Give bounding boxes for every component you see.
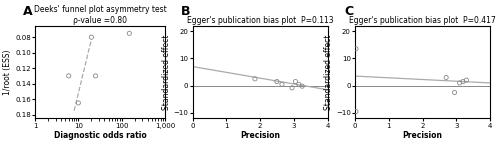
Point [126, 32, 134, 35]
Point [456, 82, 464, 84]
Point [74, 102, 82, 104]
X-axis label: Precision: Precision [402, 131, 442, 140]
Title: Deeks' funnel plot asymmetry test
ρ-value =0.80: Deeks' funnel plot asymmetry test ρ-valu… [34, 5, 166, 25]
Point [292, 80, 300, 83]
Point [352, 110, 360, 113]
Y-axis label: Standardized effect: Standardized effect [162, 34, 170, 110]
Title: Egger's publication bias plot  P=0.417: Egger's publication bias plot P=0.417 [349, 16, 496, 25]
Point [273, 80, 281, 83]
Point [88, 36, 96, 38]
X-axis label: Diagnostic odds ratio: Diagnostic odds ratio [54, 131, 146, 140]
Point [462, 79, 470, 81]
Point [278, 83, 286, 86]
Y-axis label: 1/root (ESS): 1/root (ESS) [4, 49, 13, 95]
Point [64, 75, 72, 77]
Text: A: A [22, 5, 32, 18]
Point [92, 75, 100, 77]
X-axis label: Precision: Precision [240, 131, 280, 140]
Point [251, 78, 259, 80]
Y-axis label: Standardized effect: Standardized effect [324, 34, 333, 110]
Point [442, 76, 450, 79]
Text: C: C [344, 5, 353, 18]
Point [295, 83, 303, 86]
Point [450, 91, 458, 94]
Point [298, 85, 306, 88]
Point [352, 48, 360, 50]
Title: Egger's publication bias plot  P=0.113: Egger's publication bias plot P=0.113 [186, 16, 334, 25]
Point [288, 87, 296, 89]
Text: B: B [181, 5, 190, 18]
Point [459, 80, 467, 83]
